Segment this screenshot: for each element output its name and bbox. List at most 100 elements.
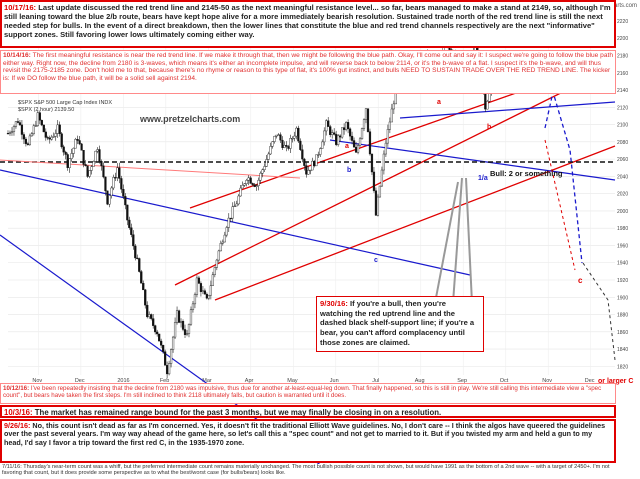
- candle-body: [207, 294, 210, 299]
- candle-body: [96, 149, 99, 152]
- candle-body: [271, 141, 274, 147]
- candle-body: [54, 133, 57, 137]
- candle-body: [251, 183, 254, 185]
- candle-body: [360, 128, 364, 140]
- candle-body: [12, 126, 16, 132]
- candle-body: [195, 277, 199, 295]
- candle-body: [46, 137, 49, 139]
- candle-body: [187, 323, 191, 334]
- candle-body: [309, 169, 312, 172]
- candle-body: [275, 134, 278, 137]
- candle-body: [307, 170, 310, 175]
- candle-body: [299, 140, 302, 150]
- candle-body: [269, 146, 272, 155]
- candle-body: [267, 153, 270, 160]
- candle-body: [179, 321, 183, 323]
- candle-body: [84, 164, 87, 166]
- y-tick-label: 2180: [617, 53, 628, 59]
- candle-body: [327, 120, 330, 127]
- candle-body: [169, 349, 173, 364]
- candle-body: [289, 138, 292, 149]
- candle-body: [114, 177, 117, 179]
- candle-body: [486, 101, 489, 110]
- candle-body: [343, 127, 346, 130]
- candle-body: [205, 293, 208, 299]
- candle-body: [285, 145, 288, 147]
- candle-body: [201, 290, 205, 292]
- y-tick-label: 2140: [617, 88, 628, 94]
- candle-body: [32, 125, 35, 134]
- candle-body: [223, 234, 226, 243]
- note-10-14: 10/14/16: The first meaningful resistanc…: [0, 50, 616, 94]
- candle-body: [350, 135, 354, 141]
- candle-body: [82, 150, 85, 165]
- candle-body: [130, 227, 133, 235]
- candle-body: [106, 190, 109, 205]
- candle-body: [136, 257, 139, 259]
- candle-body: [356, 145, 360, 153]
- candle-body: [337, 135, 340, 145]
- candle-body: [259, 172, 262, 181]
- candle-body: [345, 122, 348, 130]
- candle-body: [185, 333, 189, 335]
- x-tick-label: Dec: [75, 378, 85, 384]
- candle-body: [362, 119, 366, 129]
- candle-body: [52, 136, 55, 138]
- candle-body: [313, 160, 316, 167]
- x-tick-label: Aug: [415, 378, 425, 384]
- candle-body: [319, 148, 322, 155]
- candle-body: [215, 259, 218, 268]
- x-tick-label: Mar: [202, 378, 212, 384]
- candle-body: [209, 285, 212, 296]
- ticker-header: $SPX S&P 500 Large Cap Index INDX: [18, 100, 112, 106]
- candle-body: [372, 171, 376, 191]
- y-tick-label: 1960: [617, 243, 628, 249]
- candle-body: [175, 310, 179, 323]
- y-tick-label: 1900: [617, 295, 628, 301]
- candle-body: [142, 283, 145, 291]
- candle-body: [295, 127, 298, 137]
- y-tick-label: 2060: [617, 157, 628, 163]
- candle-body: [94, 150, 97, 162]
- candle-body: [66, 154, 69, 168]
- wave-label: b: [487, 124, 491, 131]
- candle-body: [219, 243, 222, 252]
- candle-body: [265, 159, 268, 167]
- candle-body: [10, 131, 14, 134]
- note-9-30: 9/30/16: If you're a bull, then you're w…: [316, 296, 484, 352]
- note-10-12: 10/12/16: I've been repeatedly insisting…: [0, 383, 616, 404]
- y-tick-label: 2000: [617, 209, 628, 215]
- candle-body: [378, 185, 382, 198]
- candle-body: [76, 139, 79, 141]
- candle-body: [368, 131, 372, 155]
- candle-body: [293, 135, 296, 139]
- candle-body: [62, 146, 65, 153]
- candle-body: [92, 161, 95, 167]
- candle-body: [261, 169, 264, 174]
- y-tick-label: 2040: [617, 174, 628, 180]
- candle-body: [128, 219, 131, 228]
- y-tick-label: 1920: [617, 278, 628, 284]
- candle-body: [68, 158, 71, 168]
- pink-line: [0, 159, 301, 179]
- candle-body: [263, 166, 266, 170]
- candle-body: [16, 121, 20, 123]
- wave-label: a: [345, 143, 349, 150]
- y-tick-label: 1840: [617, 347, 628, 353]
- candle-body: [317, 154, 320, 156]
- candle-body: [283, 145, 286, 148]
- candle-body: [348, 128, 352, 137]
- note-9-26: 9/26/16: No, this count isn't dead as fa…: [0, 419, 616, 463]
- candle-body: [78, 140, 81, 145]
- candle-body: [183, 329, 187, 335]
- y-tick-label: 2080: [617, 140, 628, 146]
- candle-body: [241, 184, 244, 189]
- candle-body: [339, 135, 342, 138]
- candle-body: [390, 108, 393, 123]
- candle-body: [80, 143, 83, 151]
- wave-label: or larger C: [598, 378, 633, 385]
- y-tick-label: 2160: [617, 71, 628, 77]
- candle-body: [358, 138, 362, 146]
- candle-body: [199, 283, 203, 292]
- candle-body: [273, 135, 276, 142]
